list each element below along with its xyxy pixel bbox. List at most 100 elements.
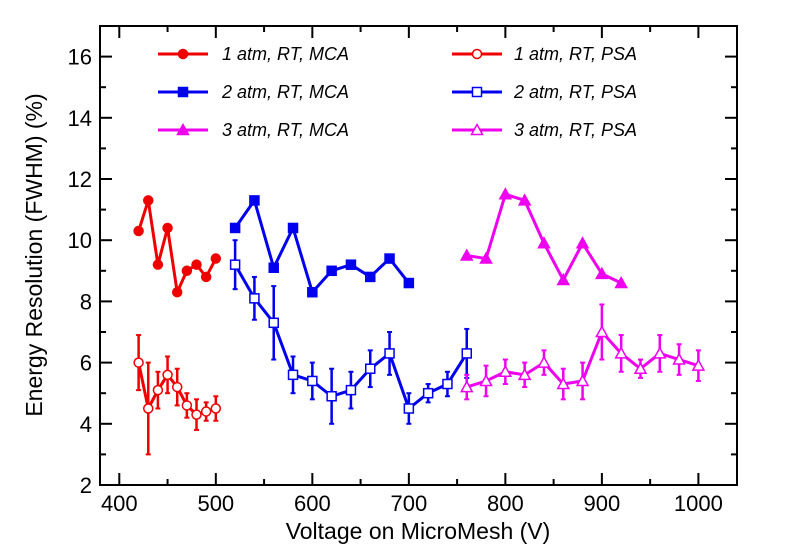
series-6	[459, 303, 706, 401]
data-point	[191, 409, 202, 420]
data-point	[307, 375, 318, 387]
legend-label: 3 atm, RT, PSA	[514, 120, 637, 140]
data-point	[345, 384, 357, 396]
data-point	[326, 391, 337, 402]
data-point	[556, 272, 571, 286]
data-point	[171, 381, 183, 393]
legend-entry-4: 2 atm, RT, PSA	[452, 82, 637, 102]
data-point	[133, 357, 144, 368]
x-tick-label: 700	[390, 491, 427, 516]
legend-marker	[177, 48, 189, 60]
data-point	[287, 222, 299, 234]
data-point	[200, 271, 212, 283]
data-point	[691, 358, 706, 371]
data-point	[556, 376, 571, 390]
series-2	[133, 334, 222, 456]
data-point	[498, 364, 513, 378]
legend-label: 2 atm, RT, PSA	[513, 82, 637, 102]
data-point	[614, 275, 628, 289]
legend-marker	[471, 86, 483, 98]
series-5	[459, 187, 628, 289]
legend-label: 2 atm, RT, MCA	[221, 82, 349, 102]
series-layer	[133, 187, 706, 456]
data-point	[364, 271, 376, 283]
data-point	[229, 259, 241, 270]
data-point	[181, 265, 193, 277]
series-4	[229, 239, 473, 425]
data-point	[479, 251, 493, 264]
data-point	[537, 236, 551, 249]
data-point	[229, 222, 241, 234]
legend-marker	[470, 122, 484, 136]
data-point	[268, 317, 279, 329]
data-point	[307, 286, 318, 298]
legend-label: 1 atm, RT, MCA	[222, 44, 349, 64]
data-point	[517, 193, 532, 206]
data-point	[181, 400, 193, 411]
data-point	[537, 355, 551, 368]
y-tick-label: 16	[68, 45, 92, 70]
x-tick-label: 1000	[674, 491, 723, 516]
data-point	[653, 346, 667, 359]
data-point	[210, 253, 222, 264]
y-tick-label: 14	[68, 106, 92, 131]
data-point	[595, 266, 609, 280]
data-point	[152, 384, 164, 396]
data-point	[143, 195, 154, 206]
plot-frame	[99, 25, 738, 486]
data-point	[403, 277, 415, 289]
legend-label: 1 atm, RT, PSA	[514, 44, 637, 64]
ticks	[100, 25, 737, 486]
data-point	[364, 363, 376, 374]
data-point	[287, 369, 299, 381]
data-point	[268, 262, 279, 273]
series-1	[133, 195, 222, 298]
data-point	[345, 259, 357, 270]
y-tick-label: 6	[80, 351, 92, 376]
y-tick-label: 8	[80, 289, 92, 314]
legend-entry-1: 1 atm, RT, MCA	[158, 44, 349, 64]
legend-marker	[471, 48, 483, 60]
data-point	[152, 259, 164, 270]
data-point	[479, 373, 493, 387]
data-point	[517, 367, 532, 381]
legend-entry-3: 2 atm, RT, MCA	[158, 82, 349, 102]
y-axis-title: Energy Resolution (FWHM) (%)	[21, 93, 47, 416]
legend-marker	[177, 86, 189, 98]
data-point	[461, 348, 473, 359]
data-point	[143, 403, 154, 414]
y-tick-label: 12	[68, 167, 92, 192]
data-point	[403, 403, 415, 414]
x-tick-label: 500	[197, 491, 234, 516]
legend: 1 atm, RT, MCA 2 atm, RT, MCA 3 atm, RT, M…	[158, 44, 637, 140]
data-point	[210, 403, 222, 414]
x-tick-label: 900	[584, 491, 621, 516]
data-point	[633, 361, 648, 374]
series-line	[233, 198, 411, 294]
data-point	[200, 406, 212, 417]
series-3	[229, 195, 415, 298]
data-point	[575, 373, 590, 387]
y-tick-label: 4	[80, 412, 92, 437]
x-axis-title: Voltage on MicroMesh (V)	[286, 518, 551, 544]
data-point	[162, 222, 173, 234]
y-tick-label: 10	[68, 228, 92, 253]
data-point	[384, 253, 395, 264]
data-point	[191, 259, 202, 270]
legend-label: 3 atm, RT, MCA	[222, 120, 349, 140]
data-point	[326, 265, 337, 277]
data-point	[249, 293, 260, 304]
data-point	[249, 195, 260, 206]
data-point	[614, 346, 628, 359]
data-point	[575, 236, 590, 249]
data-point	[498, 187, 513, 200]
data-point	[672, 352, 686, 365]
data-point	[171, 286, 183, 298]
legend-entry-6: 3 atm, RT, PSA	[452, 120, 637, 140]
legend-marker	[176, 122, 190, 136]
data-point	[133, 225, 144, 237]
y-tick-label: 2	[80, 473, 92, 498]
data-point	[459, 380, 474, 393]
data-point	[422, 387, 434, 399]
